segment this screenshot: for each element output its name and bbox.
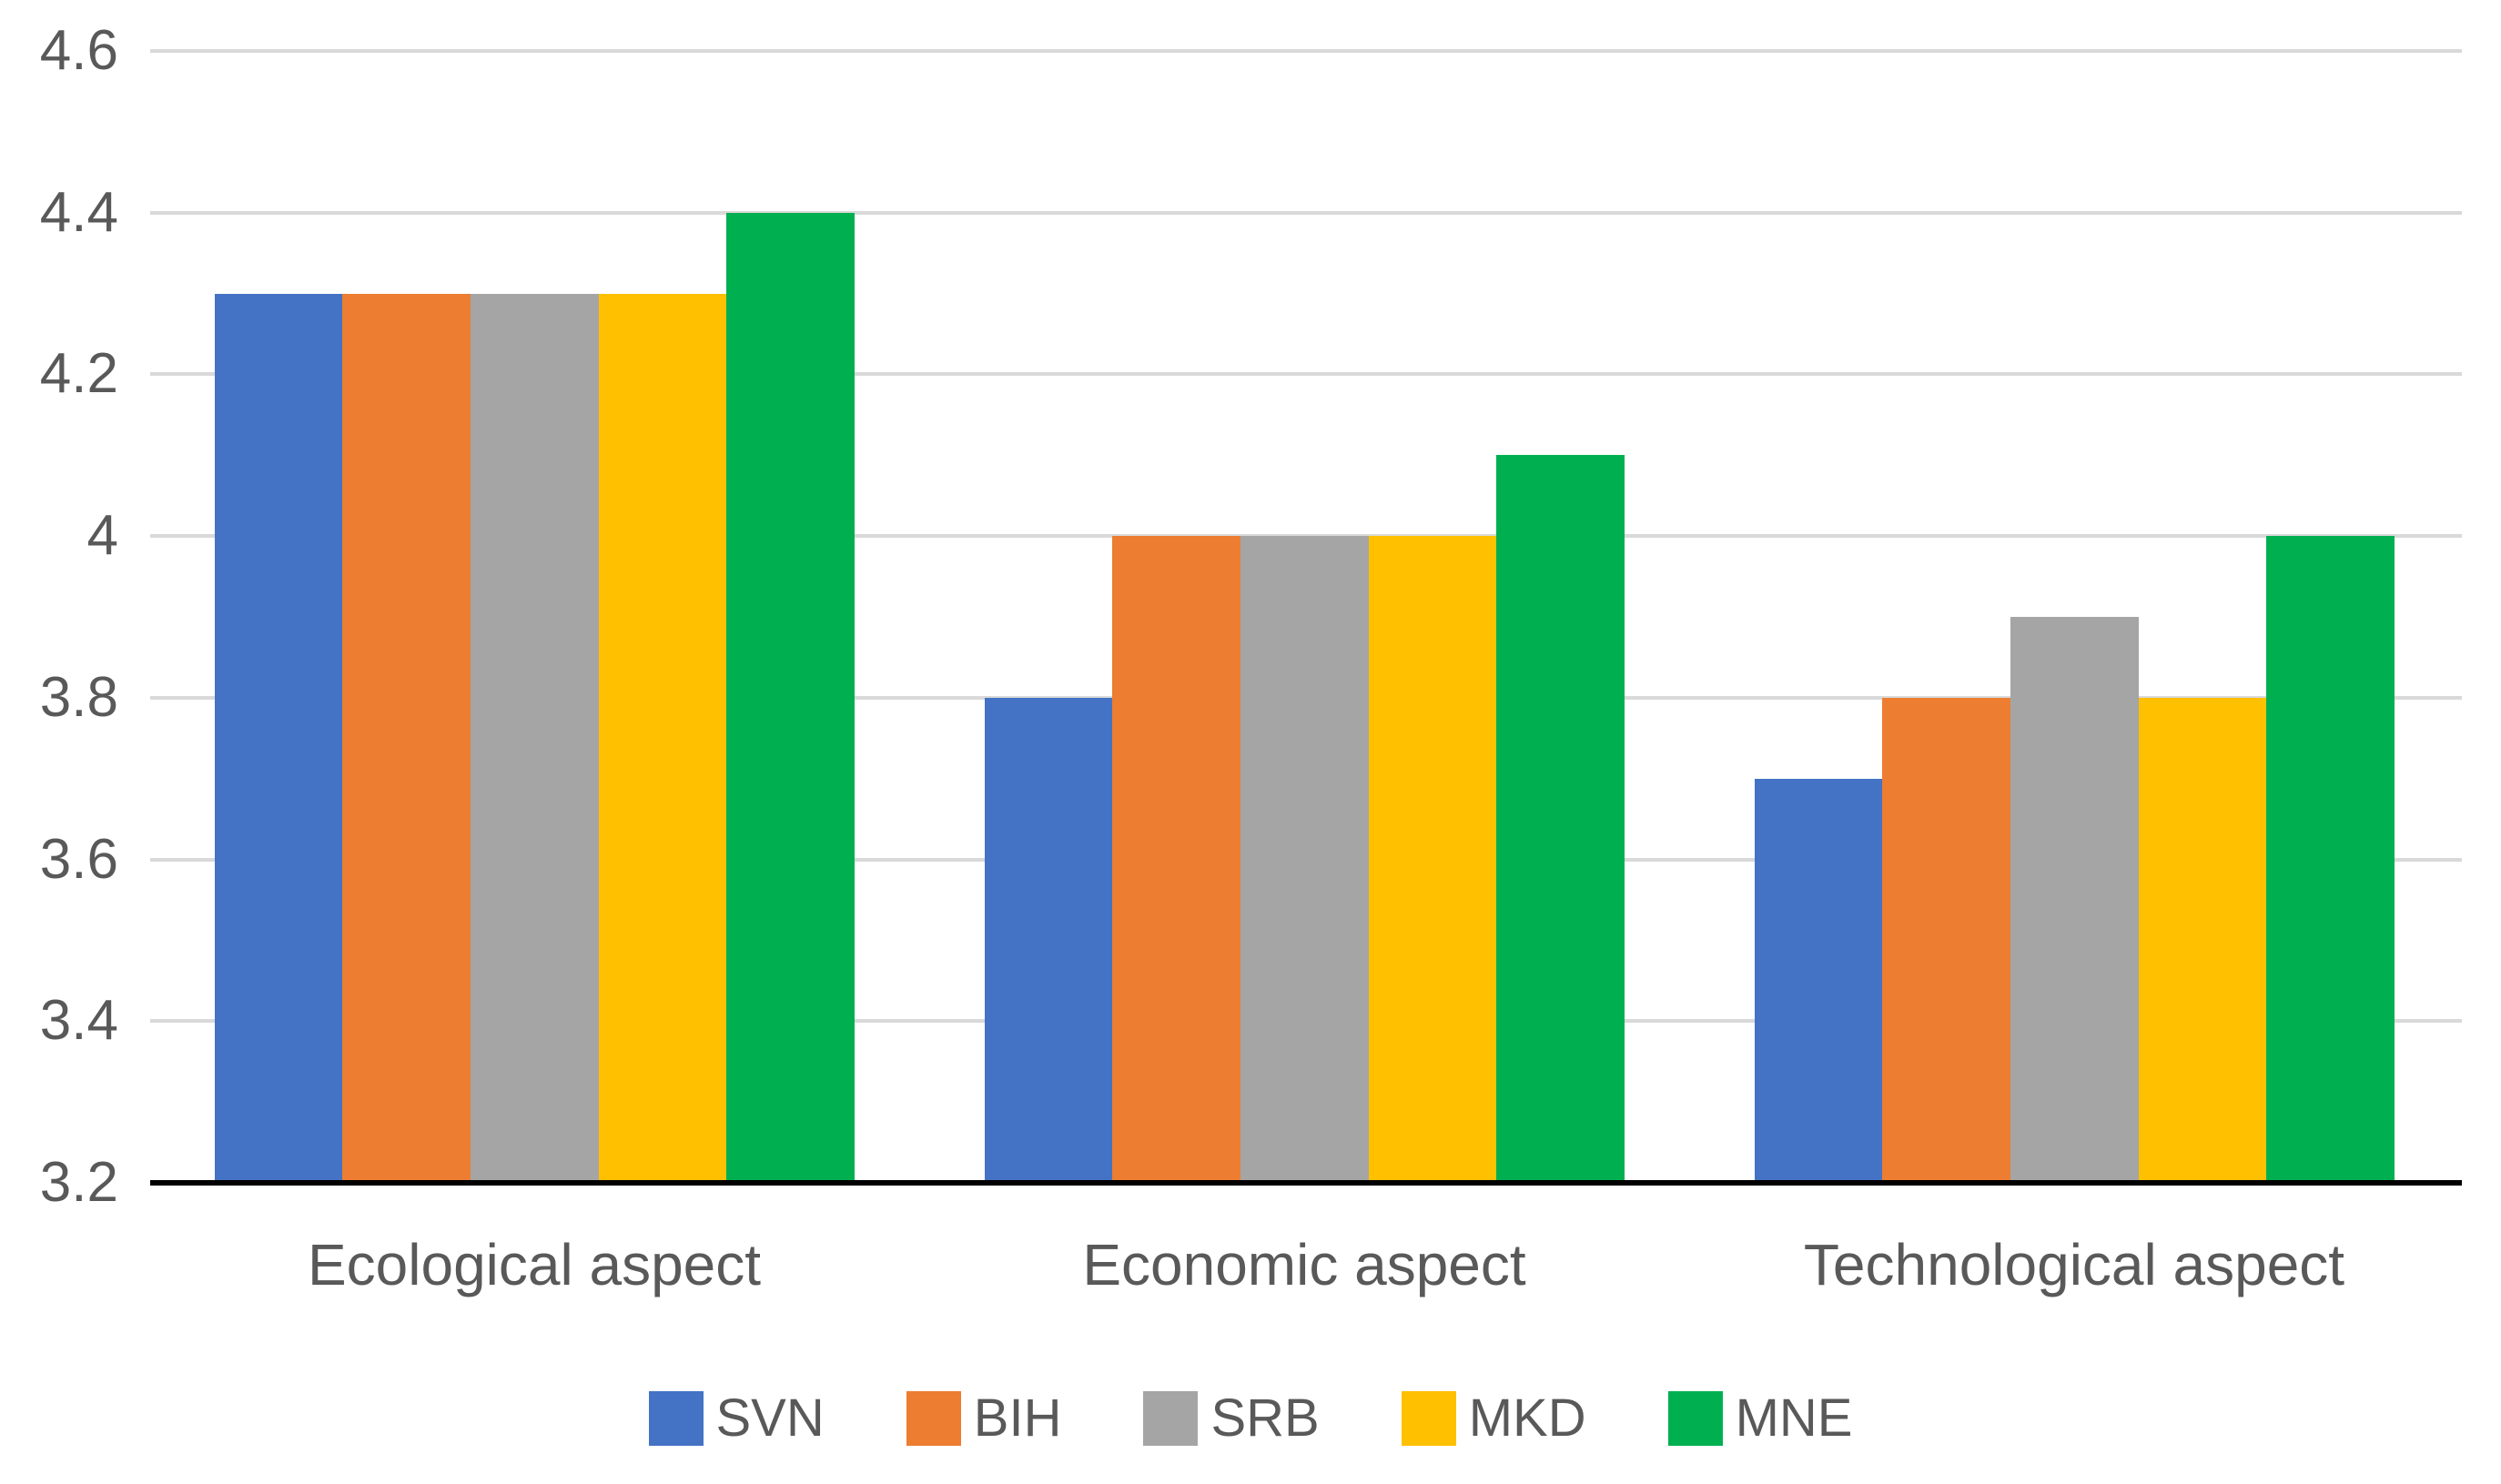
y-axis-tick-label: 4.2	[39, 342, 118, 405]
bar-srb-1	[471, 294, 599, 1183]
y-axis-tick-label: 4	[86, 504, 118, 567]
y-axis-tick-label: 4.6	[39, 19, 118, 82]
bar-srb-2	[1240, 536, 1369, 1183]
x-axis-category-label: Technological aspect	[1803, 1232, 2345, 1297]
bar-mkd-2	[1369, 536, 1496, 1183]
gridline-4.4	[150, 211, 2462, 215]
gridline-4.6	[150, 49, 2462, 53]
legend-swatch-mkd	[1401, 1391, 1456, 1446]
bar-srb-3	[2010, 617, 2139, 1183]
gridline-4.2	[150, 372, 2462, 376]
bar-mne-1	[726, 213, 855, 1183]
bar-mkd-1	[599, 294, 726, 1183]
legend-item-mne: MNE	[1667, 1387, 1853, 1450]
legend-label: SVN	[715, 1388, 825, 1448]
bar-svn-3	[1755, 779, 1882, 1183]
x-axis-category-label: Ecological aspect	[307, 1232, 762, 1297]
x-axis-line	[150, 1180, 2462, 1186]
legend-swatch-bih	[906, 1391, 961, 1446]
bar-svn-1	[215, 294, 342, 1183]
legend-item-srb: SRB	[1143, 1387, 1320, 1450]
bar-bih-1	[342, 294, 471, 1183]
legend-item-bih: BIH	[906, 1387, 1062, 1450]
y-axis-tick-label: 3.6	[39, 828, 118, 891]
legend: SVN BIH SRB MKD MNE	[0, 1387, 2501, 1450]
legend-swatch-mne	[1667, 1391, 1723, 1446]
y-axis-tick-label: 3.8	[39, 666, 118, 729]
legend-label: SRB	[1210, 1388, 1320, 1448]
y-axis-tick-label: 3.4	[39, 989, 118, 1052]
x-axis-category-label: Economic aspect	[1082, 1232, 1526, 1297]
bar-svn-2	[985, 698, 1112, 1183]
legend-label: MKD	[1468, 1388, 1586, 1448]
legend-label: MNE	[1735, 1388, 1853, 1448]
legend-item-mkd: MKD	[1401, 1387, 1586, 1450]
bar-bih-2	[1112, 536, 1240, 1183]
legend-swatch-srb	[1143, 1391, 1199, 1446]
legend-label: BIH	[973, 1388, 1062, 1448]
bar-mne-2	[1496, 455, 1625, 1183]
y-axis-tick-label: 3.2	[39, 1151, 118, 1214]
legend-item-svn: SVN	[648, 1387, 825, 1450]
bar-mne-3	[2266, 536, 2395, 1183]
legend-swatch-svn	[648, 1391, 704, 1446]
y-axis-tick-label: 4.4	[39, 181, 118, 244]
bar-mkd-3	[2139, 698, 2266, 1183]
bar-bih-3	[1882, 698, 2010, 1183]
